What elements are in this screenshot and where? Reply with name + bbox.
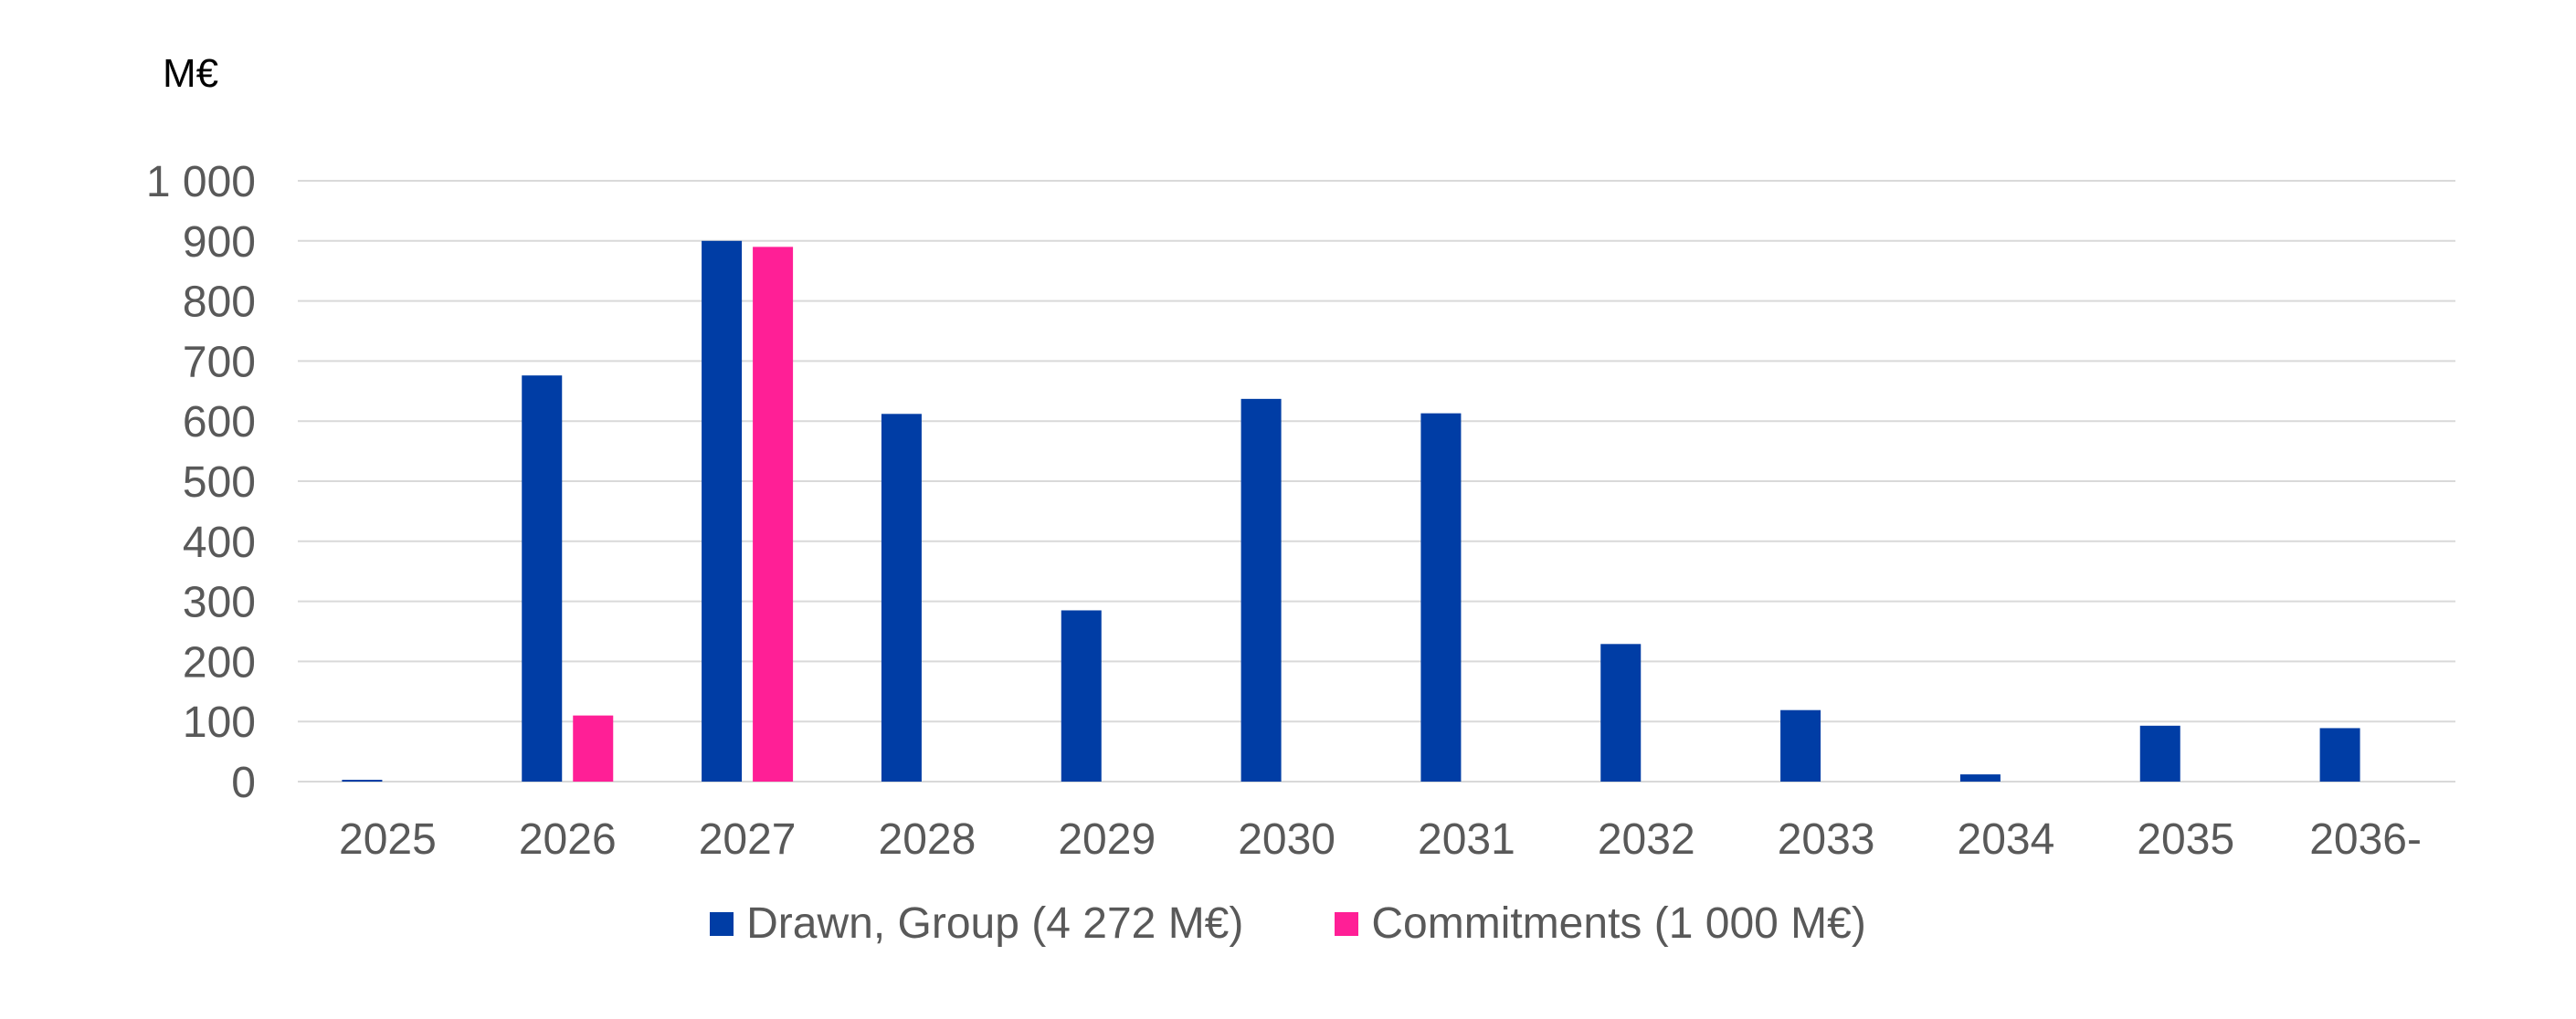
bar-drawn bbox=[1780, 709, 1821, 782]
y-tick-label: 1 000 bbox=[146, 158, 256, 206]
x-tick-label: 2027 bbox=[699, 815, 797, 864]
x-tick-label: 2034 bbox=[1958, 815, 2055, 864]
y-tick-label: 200 bbox=[183, 638, 256, 687]
x-tick-label: 2025 bbox=[339, 815, 437, 864]
x-tick-label: 2035 bbox=[2137, 815, 2234, 864]
x-tick-label: 2033 bbox=[1778, 815, 1875, 864]
bar-drawn bbox=[881, 414, 922, 782]
x-tick-label: 2031 bbox=[1418, 815, 1515, 864]
legend-item-commitments: Commitments (1 000 M€) bbox=[1335, 898, 1866, 949]
bar-drawn bbox=[342, 780, 383, 782]
bar-drawn bbox=[522, 375, 563, 782]
x-tick-label: 2030 bbox=[1238, 815, 1336, 864]
legend-label-drawn: Drawn, Group (4 272 M€) bbox=[746, 899, 1244, 948]
y-tick-label: 900 bbox=[183, 218, 256, 267]
bars bbox=[342, 240, 2360, 782]
bar-commitments bbox=[573, 715, 614, 782]
x-tick-label: 2028 bbox=[879, 815, 977, 864]
legend-label-commitments: Commitments (1 000 M€) bbox=[1371, 899, 1866, 948]
legend-swatch-drawn bbox=[710, 911, 734, 936]
x-tick-label: 2026 bbox=[519, 815, 617, 864]
legend: Drawn, Group (4 272 M€) Commitments (1 0… bbox=[0, 898, 2576, 949]
y-tick-label: 700 bbox=[183, 338, 256, 386]
y-tick-label: 500 bbox=[183, 458, 256, 507]
y-tick-label: 0 bbox=[231, 759, 256, 807]
y-tick-label: 800 bbox=[183, 278, 256, 327]
legend-swatch-commitments bbox=[1335, 911, 1359, 936]
bar-drawn bbox=[2139, 725, 2180, 782]
x-tick-label: 2036- bbox=[2309, 815, 2422, 864]
gridlines bbox=[298, 180, 2455, 783]
x-tick-label: 2029 bbox=[1058, 815, 1156, 864]
bar-commitments bbox=[753, 247, 794, 782]
bar-drawn bbox=[1959, 774, 2001, 782]
y-unit-label: M€ bbox=[163, 51, 219, 96]
bar-drawn bbox=[2319, 728, 2360, 782]
bar-drawn bbox=[1240, 398, 1282, 782]
y-tick-label: 100 bbox=[183, 699, 256, 747]
bar-drawn bbox=[1600, 644, 1642, 782]
bar-drawn bbox=[1061, 610, 1102, 782]
y-tick-label: 300 bbox=[183, 579, 256, 627]
bar-drawn bbox=[1420, 413, 1462, 782]
x-axis-ticks: 2025 2026 2027 2028 2029 2030 2031 2032 2033 2034… bbox=[339, 815, 2422, 864]
y-axis-ticks: 0 100 200 300 400 500 600 700 800 900 1 000 bbox=[146, 158, 256, 807]
y-tick-label: 400 bbox=[183, 519, 256, 567]
bar-drawn bbox=[702, 240, 743, 782]
x-tick-label: 2032 bbox=[1598, 815, 1695, 864]
legend-item-drawn: Drawn, Group (4 272 M€) bbox=[710, 898, 1243, 949]
y-tick-label: 600 bbox=[183, 398, 256, 446]
